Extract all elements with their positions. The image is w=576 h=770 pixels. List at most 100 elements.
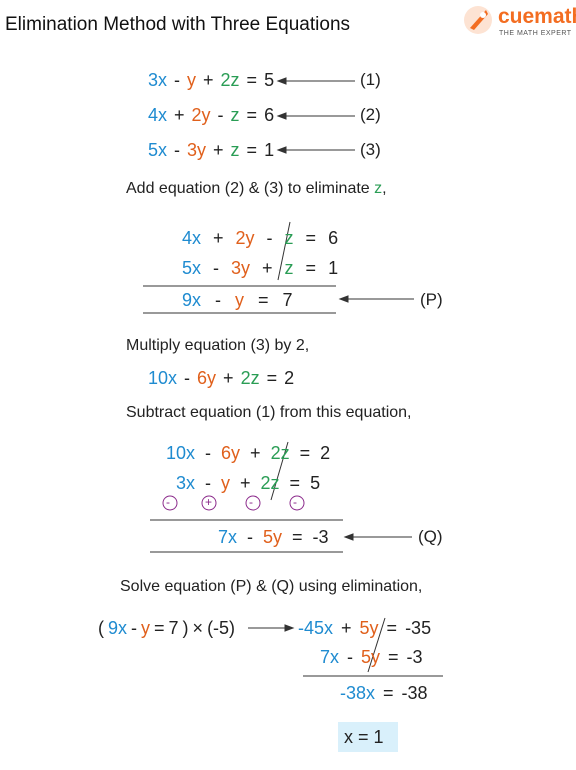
text-part: , xyxy=(382,180,387,197)
term: + xyxy=(250,443,261,463)
term: 9x xyxy=(182,290,202,310)
term: + xyxy=(262,258,273,278)
equation-row: 7x -5y = -3 xyxy=(320,646,423,668)
term: - xyxy=(215,290,222,310)
term: = xyxy=(305,228,317,248)
term: 6 xyxy=(264,105,275,125)
instruction: Solve equation (P) & (Q) using eliminati… xyxy=(120,578,423,595)
sign-circle xyxy=(201,495,217,511)
term: = xyxy=(299,443,311,463)
term: 2 xyxy=(284,368,295,388)
term: 5x xyxy=(148,140,168,160)
term: = xyxy=(246,105,258,125)
term: -3 xyxy=(406,647,423,667)
term: - xyxy=(217,105,224,125)
sign: - xyxy=(293,495,297,509)
term: = xyxy=(154,618,165,638)
equation-row: 10x -6y +2z = 2 xyxy=(166,442,330,464)
brand: cuemath xyxy=(498,5,576,28)
term: + xyxy=(203,70,214,90)
term: y xyxy=(141,618,151,638)
equation-label: (2) xyxy=(360,105,381,124)
term: = xyxy=(388,647,399,667)
term: 10x xyxy=(148,368,178,388)
term: -3 xyxy=(312,527,329,547)
term: 3x xyxy=(148,70,168,90)
term: = xyxy=(305,258,317,278)
term: = xyxy=(289,473,301,493)
term: - xyxy=(347,647,354,667)
equation-row: 5x -3y + z = 1 xyxy=(148,139,274,161)
result-label: (Q) xyxy=(418,527,443,546)
text-part: z xyxy=(374,180,383,197)
term: + xyxy=(213,228,224,248)
term: 5 xyxy=(310,473,321,493)
term: + xyxy=(213,140,224,160)
term: 2z xyxy=(260,473,280,493)
term: = xyxy=(383,683,394,703)
sign-circle xyxy=(289,495,305,511)
term: - xyxy=(174,70,181,90)
term: y xyxy=(187,70,197,90)
term: - xyxy=(213,258,220,278)
term: 2 xyxy=(320,443,331,463)
term: 6y xyxy=(221,443,241,463)
term: 2y xyxy=(191,105,211,125)
term: 6 xyxy=(328,228,339,248)
term: - xyxy=(247,527,254,547)
title: Elimination Method with Three Equations xyxy=(5,14,351,35)
equation-row: 10x -6y +2z = 2 xyxy=(148,367,294,389)
term: 1 xyxy=(264,140,275,160)
term: -35 xyxy=(405,618,432,638)
term: 7x xyxy=(218,527,238,547)
term: 4x xyxy=(182,228,202,248)
term: + xyxy=(174,105,185,125)
term: 3y xyxy=(231,258,251,278)
term: 3x xyxy=(176,473,196,493)
term: 2z xyxy=(220,70,240,90)
answer: x = 1 xyxy=(344,727,384,747)
term: ) xyxy=(182,618,189,638)
term: 4x xyxy=(148,105,168,125)
sign: + xyxy=(205,495,213,509)
term: - xyxy=(184,368,191,388)
equation-row: (9x - y = 7) × (-5) xyxy=(98,617,235,639)
term: + xyxy=(223,368,234,388)
term: z xyxy=(284,228,294,248)
term: y xyxy=(235,290,245,310)
result-label: (P) xyxy=(420,290,443,309)
term: 2z xyxy=(240,368,260,388)
term: 7 xyxy=(168,618,179,638)
sign: - xyxy=(166,495,170,509)
term: = xyxy=(266,368,278,388)
term: ( xyxy=(98,618,104,638)
term: 5y xyxy=(263,527,283,547)
term: -45x xyxy=(298,618,334,638)
tagline: THE MATH EXPERT xyxy=(499,30,572,37)
term: 9x xyxy=(108,618,128,638)
term: (-5) xyxy=(207,618,236,638)
term: + xyxy=(240,473,251,493)
term: - xyxy=(266,228,273,248)
term: z xyxy=(230,140,240,160)
term: - xyxy=(205,443,212,463)
term: z xyxy=(230,105,240,125)
term: × xyxy=(192,618,204,638)
term: - xyxy=(205,473,212,493)
instruction: Multiply equation (3) by 2, xyxy=(126,337,310,354)
equation-row: 9x - y = 7 xyxy=(182,289,293,311)
term: 3y xyxy=(187,140,207,160)
sign-circle xyxy=(245,495,261,511)
instruction: Subtract equation (1) from this equation… xyxy=(126,404,412,421)
term: 6y xyxy=(197,368,217,388)
term: 10x xyxy=(166,443,196,463)
term: z xyxy=(284,258,294,278)
equation-row: 4x +2y - z = 6 xyxy=(182,227,338,249)
term: - xyxy=(174,140,181,160)
equation-row: -45x +5y = -35 xyxy=(298,617,431,639)
sign: - xyxy=(249,495,253,509)
equation-row: -38x = -38 xyxy=(340,682,428,704)
equation-row: 5x -3y + z = 1 xyxy=(182,257,338,279)
